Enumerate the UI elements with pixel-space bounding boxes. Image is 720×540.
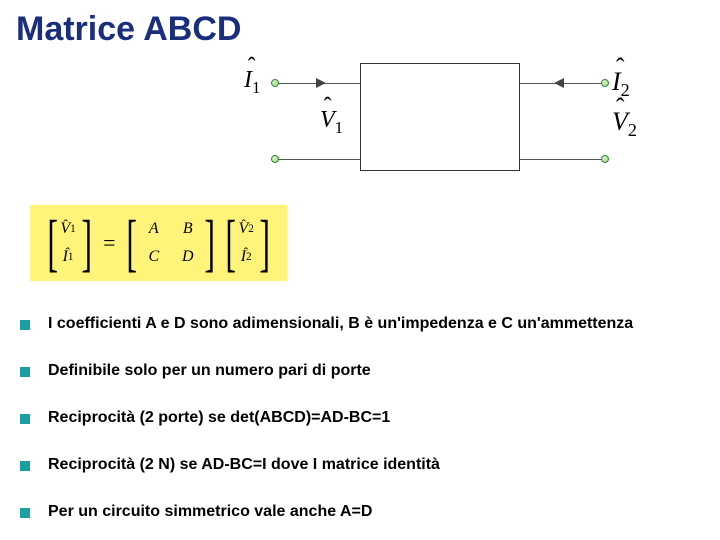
bullet-square-icon [20, 367, 30, 377]
label-v2: ˆV2 [612, 107, 637, 141]
bullet-list: I coefficienti A e D sono adimensionali,… [20, 315, 633, 540]
equals-sign: = [103, 230, 115, 256]
port-dot [271, 155, 279, 163]
cell-c: C [148, 243, 159, 271]
current-arrow-i1-icon [316, 78, 326, 88]
list-item: Reciprocità (2 N) se AD-BC=I dove I matr… [20, 456, 633, 474]
bracket-icon: ] [81, 215, 92, 271]
port-dot [601, 155, 609, 163]
bullet-text: Definibile solo per un numero pari di po… [48, 362, 371, 380]
bullet-square-icon [20, 414, 30, 424]
current-arrow-i2-icon [554, 78, 564, 88]
bullet-text: Reciprocità (2 porte) se det(ABCD)=AD-BC… [48, 409, 390, 427]
list-item: Per un circuito simmetrico vale anche A=… [20, 503, 633, 521]
bracket-icon: ] [259, 215, 270, 271]
cell-b: B [183, 215, 193, 243]
bullet-text: Per un circuito simmetrico vale anche A=… [48, 503, 372, 521]
list-item: I coefficienti A e D sono adimensionali,… [20, 315, 633, 333]
bullet-text: Reciprocità (2 N) se AD-BC=I dove I matr… [48, 456, 440, 474]
cell-a: A [149, 215, 159, 243]
list-item: Reciprocità (2 porte) se det(ABCD)=AD-BC… [20, 409, 633, 427]
cell-i1: ˆI1 [66, 243, 74, 271]
bullet-square-icon [20, 320, 30, 330]
port-dot [601, 79, 609, 87]
network-box [360, 63, 520, 171]
bullet-square-icon [20, 508, 30, 518]
wire-left-bottom [275, 159, 360, 160]
port-dot [271, 79, 279, 87]
bullet-square-icon [20, 461, 30, 471]
bracket-icon: [ [127, 215, 138, 271]
label-i1: ˆI1 [244, 67, 260, 98]
wire-right-bottom [520, 159, 605, 160]
bullet-text: I coefficienti A e D sono adimensionali,… [48, 315, 633, 333]
bracket-icon: [ [225, 215, 236, 271]
page-title: Matrice ABCD [16, 10, 704, 49]
bracket-icon: ] [204, 215, 215, 271]
cell-d: D [182, 243, 194, 271]
two-port-diagram: ˆI1 ˆV1 ˆI2 ˆV2 [220, 55, 640, 185]
abcd-matrix-equation: [ ˆV1 ˆI1 ] = [ A C B D ] [ ˆV2 ˆI2 ] [30, 205, 287, 281]
cell-v1: ˆV1 [63, 215, 75, 243]
cell-v2: ˆV2 [241, 215, 253, 243]
list-item: Definibile solo per un numero pari di po… [20, 362, 633, 380]
label-v1: ˆV1 [320, 107, 343, 138]
bracket-icon: [ [47, 215, 58, 271]
cell-i2: ˆI2 [244, 243, 252, 271]
